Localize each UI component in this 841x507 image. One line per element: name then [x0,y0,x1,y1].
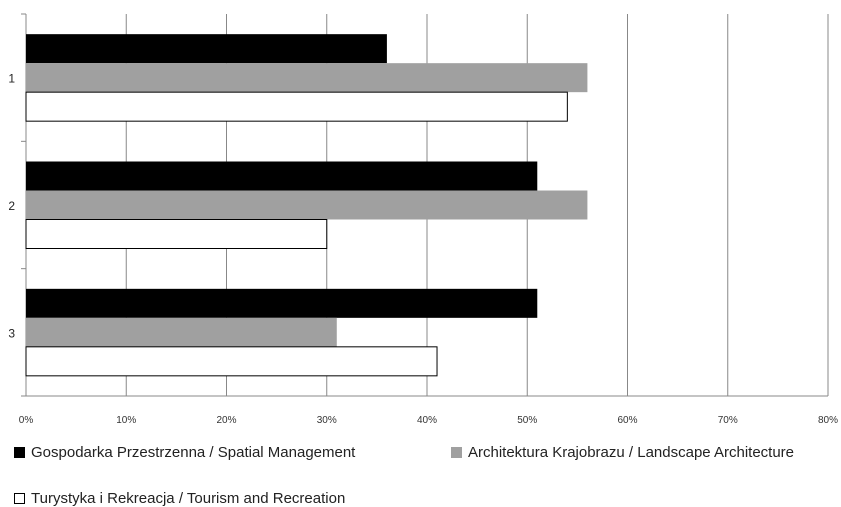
x-tick-label: 20% [216,415,236,426]
bar-spatial-management [26,161,538,191]
x-tick-label: 30% [317,415,337,426]
bar-spatial-management [26,34,387,64]
legend-swatch-spatial-management [14,447,25,458]
legend-swatch-landscape-architecture [451,447,462,458]
x-tick-label: 80% [818,415,838,426]
legend-item-tourism-recreation: Turystyka i Rekreacja / Tourism and Recr… [14,490,345,507]
bar-tourism-recreation [25,346,438,377]
x-tick-label: 40% [417,415,437,426]
bar-tourism-recreation [25,219,328,249]
bar-landscape-architecture [26,317,337,347]
bar-landscape-architecture [26,63,588,93]
x-tick-label: 10% [116,415,136,426]
bar-tourism-recreation [25,91,568,122]
bar-spatial-management [26,288,538,318]
y-tick-label: 1 [8,72,15,86]
legend-swatch-tourism-recreation [14,493,25,504]
bar-chart: 0% 10% 20% 30% 40% 50% 60% 70% 80% 1 2 3 [8,13,838,426]
x-tick-label: 0% [19,415,34,426]
x-tick-label: 70% [718,415,738,426]
legend-label-spatial-management: Gospodarka Przestrzenna / Spatial Manage… [31,444,356,461]
legend-label-landscape-architecture: Architektura Krajobrazu / Landscape Arch… [468,444,795,461]
legend-label-tourism-recreation: Turystyka i Rekreacja / Tourism and Recr… [31,490,346,507]
bar-landscape-architecture [26,190,588,220]
x-tick-label: 60% [617,415,637,426]
legend-item-spatial-management: Gospodarka Przestrzenna / Spatial Manage… [14,444,355,461]
legend-item-landscape-architecture: Architektura Krajobrazu / Landscape Arch… [451,444,794,461]
x-tick-label: 50% [517,415,537,426]
y-tick-label: 2 [8,199,15,213]
y-tick-label: 3 [8,326,15,340]
